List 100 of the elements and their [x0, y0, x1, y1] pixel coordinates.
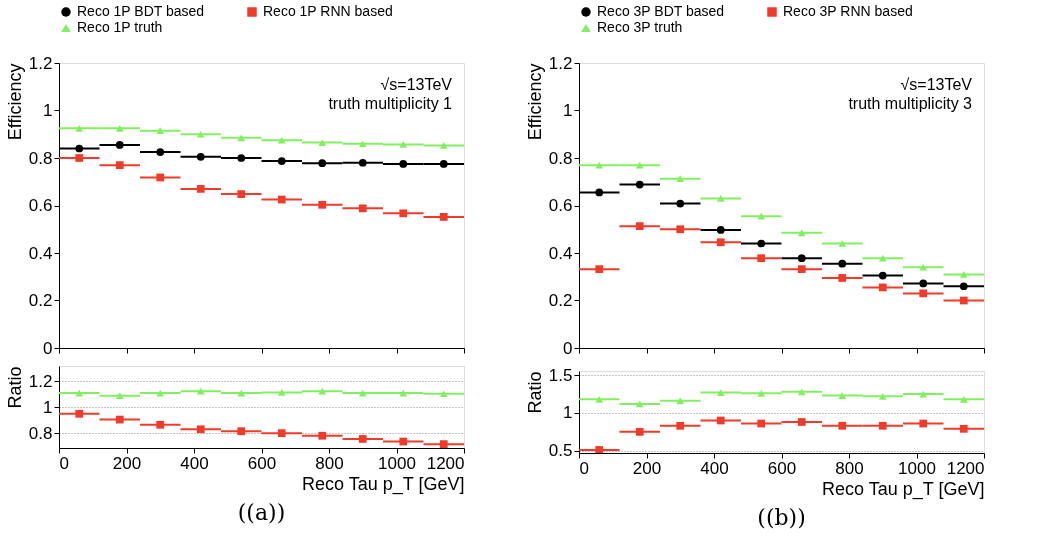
point [439, 142, 448, 149]
point [115, 141, 124, 149]
point [196, 387, 205, 395]
point [959, 271, 968, 278]
point [595, 395, 604, 403]
point [959, 395, 968, 403]
point [797, 254, 806, 263]
point [757, 212, 766, 220]
point [439, 440, 448, 448]
point [797, 418, 806, 426]
y-tick-label: 0.5 [548, 441, 573, 461]
point [318, 387, 327, 395]
point [358, 204, 367, 213]
x-tick-label: 200 [632, 458, 662, 478]
annotation: truth multiplicity 3 [848, 95, 973, 112]
point [196, 185, 205, 193]
legend-label: Reco 1P RNN based [263, 3, 393, 19]
x-tick-label: 400 [700, 458, 729, 478]
point [358, 158, 367, 167]
point [277, 429, 286, 438]
point [878, 421, 887, 430]
point [318, 431, 327, 440]
point [635, 400, 644, 408]
x-tick-label: 1200 [426, 453, 465, 473]
point [358, 140, 367, 148]
y-tick-label: 1.2 [28, 372, 53, 391]
y-axis-title: Efficiency [524, 63, 545, 141]
point [676, 421, 685, 430]
point [878, 254, 887, 262]
point [838, 392, 847, 399]
x-axis-title: Reco Tau p_T [GeV] [822, 478, 985, 500]
point [237, 190, 246, 198]
legend-label: Reco 1P BDT based [77, 3, 205, 19]
point [838, 274, 847, 282]
x-tick-label: 0 [59, 453, 69, 473]
point [595, 446, 604, 453]
y-tick-label: 0 [563, 338, 573, 358]
point [757, 419, 766, 428]
point [156, 173, 165, 182]
x-tick-label: 800 [835, 458, 864, 478]
point [196, 152, 205, 161]
y-tick-label: 1 [563, 403, 573, 423]
x-tick-label: 600 [767, 458, 797, 478]
point [399, 160, 408, 168]
point [399, 437, 408, 446]
y-axis-title: Ratio [4, 366, 25, 409]
point [318, 139, 327, 146]
point [676, 199, 685, 208]
y-tick-label: 0.6 [28, 196, 53, 215]
x-axis-title: Reco Tau p_T [GeV] [302, 473, 465, 495]
point [635, 180, 644, 189]
y-tick-label: 0.2 [28, 291, 53, 310]
y-axis-title: Efficiency [4, 63, 25, 141]
point [635, 427, 644, 436]
point [919, 289, 928, 298]
point [757, 239, 766, 248]
y-tick-label: 1 [43, 101, 53, 120]
y-tick-label: 0.8 [548, 148, 573, 168]
point [797, 388, 806, 396]
y-tick-label: 1.2 [28, 53, 53, 73]
point [115, 415, 124, 424]
point [277, 157, 286, 165]
legend-label: Reco 3P truth [597, 19, 683, 35]
point [878, 283, 887, 292]
point [595, 265, 604, 274]
x-tick-label: 0 [579, 458, 589, 478]
point [439, 213, 448, 221]
y-tick-label: 0.8 [28, 423, 53, 443]
y-axis-title: Ratio [524, 371, 545, 414]
point [75, 154, 84, 162]
point [959, 282, 968, 291]
x-tick-label: 200 [112, 453, 142, 473]
point [196, 130, 205, 138]
point [156, 127, 165, 135]
x-tick-label: 800 [315, 453, 344, 473]
point [635, 222, 644, 231]
point [595, 188, 604, 197]
point [115, 124, 124, 132]
y-tick-label: 1 [43, 397, 53, 417]
y-tick-label: 0.8 [28, 148, 53, 168]
point [196, 425, 205, 434]
point [716, 389, 725, 396]
point [757, 254, 766, 263]
point [716, 416, 725, 425]
point [676, 175, 685, 183]
y-tick-label: 0 [43, 338, 53, 358]
point [115, 161, 124, 169]
point [676, 225, 685, 234]
point [959, 296, 968, 305]
annotation: √s=13TeV [380, 76, 453, 93]
x-tick-label: 600 [247, 453, 277, 473]
point [358, 435, 367, 443]
legend-label: Reco 3P BDT based [597, 3, 725, 19]
point [716, 238, 725, 247]
x-tick-label: 1200 [946, 458, 985, 478]
point [878, 271, 887, 280]
x-tick-label: 400 [180, 453, 209, 473]
point [757, 389, 766, 397]
point [838, 259, 847, 268]
point [959, 424, 968, 433]
